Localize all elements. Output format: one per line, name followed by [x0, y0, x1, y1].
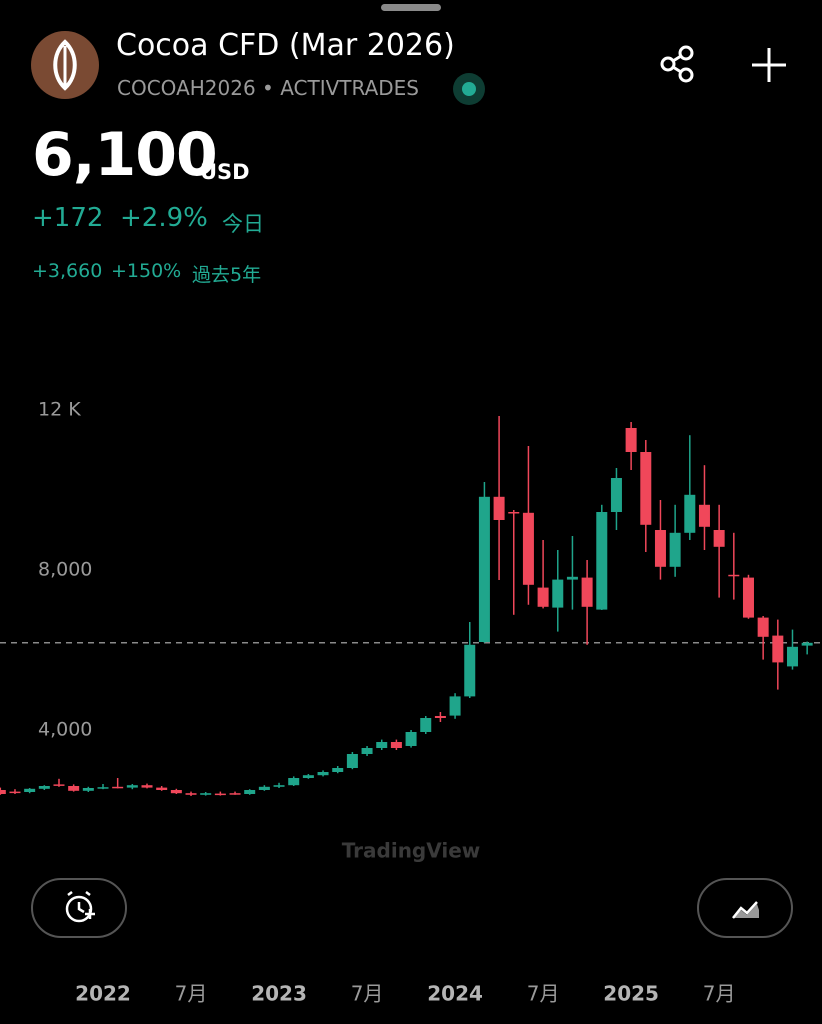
x-tick-label: 2024: [427, 982, 483, 1006]
candle-body: [141, 785, 153, 788]
alert-icon: [65, 891, 95, 923]
candle-body: [801, 642, 813, 646]
candle-body: [126, 785, 138, 788]
candle-body: [38, 786, 50, 789]
candle-body: [464, 644, 476, 697]
candle-body: [728, 574, 740, 577]
symbol-subtitle: COCOAH2026 • ACTIVTRADES: [117, 76, 420, 100]
candle-body: [302, 775, 314, 778]
market-status: [453, 73, 485, 105]
candle-body: [537, 587, 549, 607]
candle-body: [0, 790, 6, 794]
candle-body: [112, 786, 124, 789]
candle-body: [669, 532, 681, 567]
candle-body: [405, 732, 417, 746]
candle-body: [229, 793, 241, 795]
candle-body: [185, 793, 197, 795]
y-tick-label: 4,000: [38, 719, 92, 741]
candle-body: [258, 786, 270, 790]
candle-body: [288, 778, 300, 786]
candle-body: [742, 577, 754, 618]
watermark: TradingView: [342, 839, 481, 863]
candle-body: [244, 790, 256, 794]
candle-body: [68, 786, 80, 791]
candle-body: [610, 478, 622, 512]
long-period: 過去5年: [192, 264, 262, 286]
indicator-button[interactable]: [697, 878, 793, 938]
candle-body: [522, 512, 534, 585]
x-tick-label: 7月: [527, 982, 560, 1006]
x-tick-label: 2023: [251, 982, 307, 1006]
candle-body: [757, 617, 769, 637]
candle-body: [566, 576, 578, 580]
y-tick-label: 12 K: [38, 399, 81, 421]
candle-body: [596, 512, 608, 610]
candle-body: [552, 579, 564, 608]
y-tick-label: 8,000: [38, 559, 92, 581]
candle-body: [53, 784, 65, 786]
candle-body: [434, 716, 446, 718]
candle-body: [317, 772, 329, 776]
change-period: 今日: [222, 212, 264, 236]
candle-body: [82, 788, 94, 791]
candle-body: [273, 785, 285, 787]
candle-body: [449, 696, 461, 716]
price: 6,100: [32, 120, 218, 190]
candle-body: [772, 635, 784, 663]
candle-body: [713, 530, 725, 547]
x-tick-label: 2022: [75, 982, 131, 1006]
candle-body: [625, 428, 637, 452]
candle-body: [170, 790, 182, 794]
candle-body: [200, 793, 212, 795]
candle-body: [24, 788, 36, 792]
candle-body: [654, 530, 666, 567]
currency: USD: [200, 160, 250, 184]
candle-body: [332, 768, 344, 772]
candle-body: [346, 754, 358, 768]
candle-body: [97, 787, 109, 789]
x-tick-label: 7月: [351, 982, 384, 1006]
candle-body: [156, 787, 168, 790]
candle-body: [581, 577, 593, 607]
x-tick-label: 7月: [703, 982, 736, 1006]
long-change: +3,660: [32, 260, 103, 282]
candle-body: [786, 646, 798, 667]
candle-body: [420, 718, 432, 732]
indicator-icon: [732, 901, 759, 919]
drag-handle[interactable]: [381, 4, 441, 11]
change: +172: [32, 203, 104, 233]
candle-body: [361, 748, 373, 754]
add-button[interactable]: [750, 46, 788, 84]
symbol-title: Cocoa CFD (Mar 2026): [116, 28, 455, 63]
candle-body: [698, 504, 710, 527]
x-tick-label: 7月: [175, 982, 208, 1006]
candle-body: [493, 496, 505, 520]
candle-body: [9, 791, 21, 794]
candle-body: [640, 452, 652, 525]
candle-body: [478, 496, 490, 642]
candle-body: [684, 494, 696, 533]
symbol-logo: [31, 31, 99, 99]
candle-body: [376, 742, 388, 748]
alert-button[interactable]: [31, 878, 127, 938]
x-tick-label: 2025: [603, 982, 659, 1006]
long-change-percent: +150%: [111, 260, 182, 282]
candle-body: [214, 793, 226, 796]
candle-body: [508, 512, 520, 514]
change-percent: +2.9%: [120, 203, 208, 233]
candle-body: [390, 742, 402, 748]
share-button[interactable]: [658, 44, 698, 84]
